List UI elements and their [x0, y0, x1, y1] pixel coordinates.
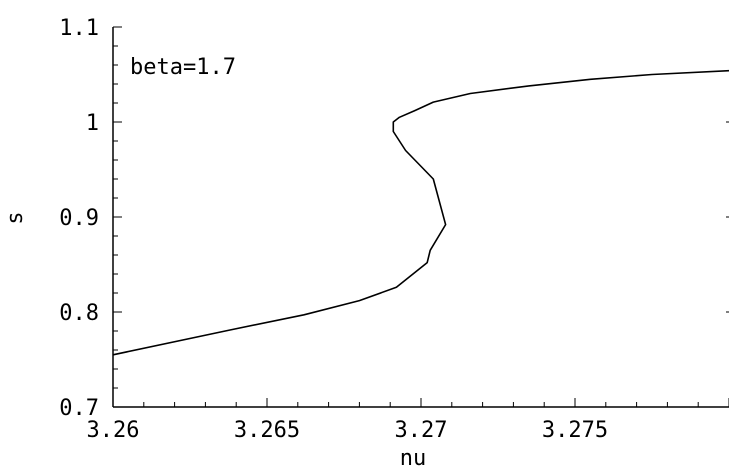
y-axis-title: s [3, 211, 28, 224]
series-line [112, 69, 729, 356]
data-series [112, 69, 729, 356]
plot-frame [112, 27, 729, 408]
y-tick-label: 0.7 [59, 396, 99, 421]
x-tick-label: 3.275 [542, 418, 608, 443]
x-tick-label: 3.26 [87, 418, 140, 443]
x-tick-label: 3.27 [395, 418, 448, 443]
axis-ticks [112, 26, 729, 408]
tick-labels: 3.26 3.265 3.27 3.275 0.7 0.8 0.9 1 1.1 [59, 16, 608, 443]
x-tick-label: 3.265 [234, 418, 300, 443]
x-axis-title: nu [400, 446, 427, 467]
y-tick-label: 1 [86, 111, 99, 136]
y-tick-label: 1.1 [59, 16, 99, 41]
y-tick-label: 0.8 [59, 301, 99, 326]
annotation-beta: beta=1.7 [130, 55, 236, 80]
y-tick-label: 0.9 [59, 206, 99, 231]
